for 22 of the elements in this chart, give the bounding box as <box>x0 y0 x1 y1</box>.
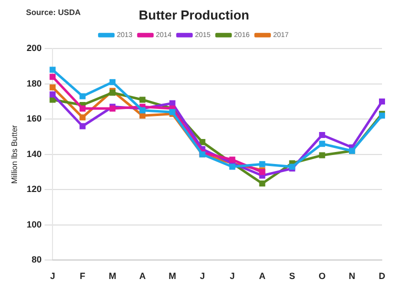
x-tick-label: J <box>230 271 235 282</box>
y-tick-label: 120 <box>26 184 42 194</box>
x-tick-label: J <box>200 271 205 282</box>
x-tick-label: D <box>378 271 386 282</box>
x-tick-label: A <box>258 271 266 282</box>
y-tick-label: 140 <box>26 148 42 159</box>
y-tick-label: 180 <box>26 78 42 88</box>
x-tick-label: O <box>318 271 326 282</box>
chart-title: Butter Production <box>138 7 250 22</box>
y-tick-label: 200 <box>26 43 42 54</box>
x-tick-label: F <box>80 271 86 282</box>
y-tick-label: 160 <box>26 114 42 124</box>
x-tick-label: J <box>50 271 56 282</box>
x-tick-label: N <box>348 271 356 282</box>
y-axis-title: Million lbs Butter <box>10 124 20 184</box>
source-note: Source: USDA <box>26 8 81 17</box>
x-tick-label: M <box>108 271 116 282</box>
x-tick-label: S <box>289 271 296 282</box>
x-tick-label: M <box>168 271 176 282</box>
y-tick-label: 80 <box>32 254 42 265</box>
x-tick-label: A <box>139 271 146 282</box>
y-tick-label: 100 <box>26 219 42 230</box>
